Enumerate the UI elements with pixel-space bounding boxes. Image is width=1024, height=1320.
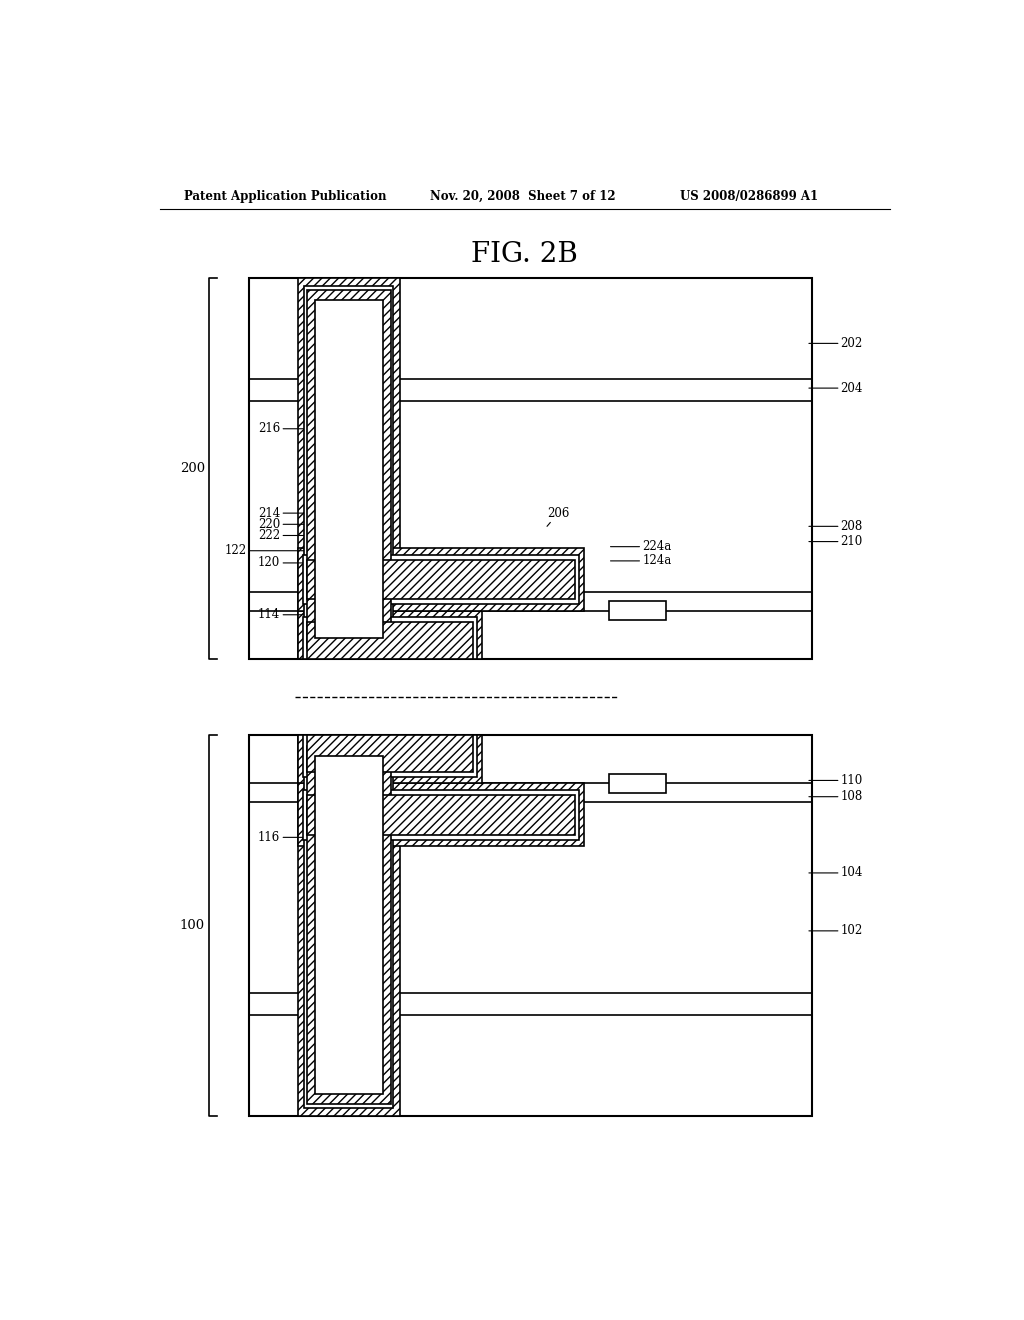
Bar xyxy=(298,548,584,611)
Text: 110: 110 xyxy=(809,774,863,787)
Text: 206: 206 xyxy=(547,507,569,527)
Text: 222: 222 xyxy=(258,529,344,543)
Bar xyxy=(303,554,579,605)
Bar xyxy=(307,560,574,599)
Text: US 2008/0286899 A1: US 2008/0286899 A1 xyxy=(680,190,818,202)
Text: 102: 102 xyxy=(809,924,863,937)
Bar xyxy=(249,279,812,660)
Bar xyxy=(609,774,666,793)
Bar xyxy=(315,300,383,638)
Bar xyxy=(298,735,399,1115)
Text: FIG. 2B: FIG. 2B xyxy=(471,242,579,268)
Bar xyxy=(303,735,477,777)
Text: 220: 220 xyxy=(258,517,344,531)
Text: 208: 208 xyxy=(809,520,863,533)
Text: 100: 100 xyxy=(180,919,205,932)
Text: 202: 202 xyxy=(809,337,863,350)
Text: 204: 204 xyxy=(809,381,863,395)
Text: 124a: 124a xyxy=(610,554,672,568)
Text: 122: 122 xyxy=(225,544,316,557)
Text: Patent Application Publication: Patent Application Publication xyxy=(183,190,386,202)
Text: 104: 104 xyxy=(809,866,863,879)
Bar xyxy=(304,286,393,652)
Bar xyxy=(298,611,482,660)
Text: 216: 216 xyxy=(258,422,344,436)
Bar xyxy=(249,735,812,1115)
Bar xyxy=(307,795,574,834)
Bar xyxy=(303,618,477,660)
Bar xyxy=(307,622,473,660)
Text: 114: 114 xyxy=(258,609,344,622)
Text: 116: 116 xyxy=(258,830,344,843)
Text: 224a: 224a xyxy=(610,540,672,553)
Text: 120: 120 xyxy=(258,557,344,569)
Text: Nov. 20, 2008  Sheet 7 of 12: Nov. 20, 2008 Sheet 7 of 12 xyxy=(430,190,615,202)
Text: 106: 106 xyxy=(547,800,569,818)
Bar xyxy=(298,735,482,783)
Text: 200: 200 xyxy=(180,462,205,475)
Bar xyxy=(307,290,390,648)
Bar xyxy=(609,601,666,620)
Bar xyxy=(304,743,393,1107)
Text: 210: 210 xyxy=(809,535,863,548)
Text: 108: 108 xyxy=(809,791,863,803)
Bar xyxy=(315,756,383,1094)
Text: 214: 214 xyxy=(258,507,344,520)
Bar xyxy=(307,746,390,1105)
Bar xyxy=(307,735,473,772)
Bar xyxy=(303,789,579,840)
Bar xyxy=(298,279,399,660)
Bar xyxy=(298,783,584,846)
